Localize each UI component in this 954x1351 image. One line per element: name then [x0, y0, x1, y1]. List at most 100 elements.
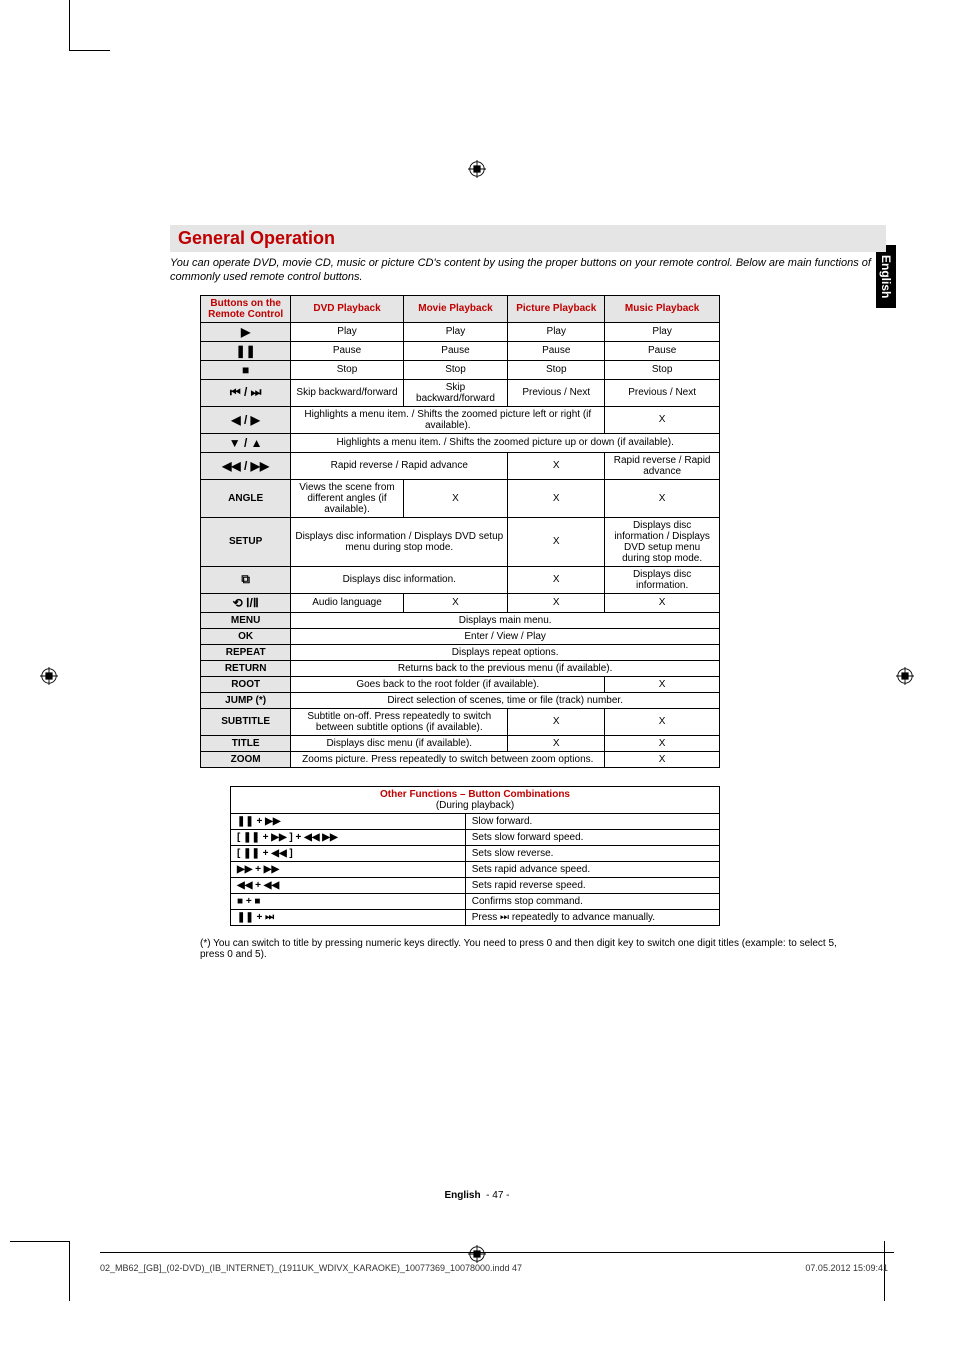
page-number: English - 47 -: [444, 1190, 509, 1201]
table-cell: Rapid reverse / Rapid advance: [605, 452, 720, 479]
intro-text: You can operate DVD, movie CD, music or …: [170, 256, 910, 285]
table-row-button: ANGLE: [201, 479, 291, 517]
table-cell: X: [605, 593, 720, 612]
footer-filename: 02_MB62_[GB]_(02-DVD)_(IB_INTERNET)_(191…: [100, 1263, 522, 1273]
col-picture: Picture Playback: [508, 295, 605, 322]
table-cell: Returns back to the previous menu (if av…: [291, 660, 720, 676]
table-row-button: OK: [201, 628, 291, 644]
combo-header: Other Functions – Button Combinations (D…: [231, 786, 720, 813]
combo-desc: Sets rapid reverse speed.: [465, 877, 719, 893]
table-cell: Zooms picture. Press repeatedly to switc…: [291, 751, 605, 767]
combo-desc: Press ⏭ repeatedly to advance manually.: [465, 909, 719, 925]
table-row-button: JUMP (*): [201, 692, 291, 708]
combo-keys: ❚❚ + ▶▶: [231, 813, 466, 829]
table-cell: X: [508, 566, 605, 593]
table-cell: Goes back to the root folder (if availab…: [291, 676, 605, 692]
table-row-button: ▶: [201, 322, 291, 341]
table-cell: X: [605, 708, 720, 735]
table-cell: Stop: [291, 360, 403, 379]
crop-mark-br: [844, 1241, 884, 1281]
table-row-button: ◀ / ▶: [201, 406, 291, 433]
table-row-button: MENU: [201, 612, 291, 628]
table-cell: X: [403, 479, 508, 517]
table-cell: Pause: [508, 341, 605, 360]
table-cell: Highlights a menu item. / Shifts the zoo…: [291, 433, 720, 452]
table-cell: Rapid reverse / Rapid advance: [291, 452, 508, 479]
table-cell: X: [508, 479, 605, 517]
table-cell: X: [508, 452, 605, 479]
combo-desc: Slow forward.: [465, 813, 719, 829]
table-row-button: SETUP: [201, 517, 291, 566]
combo-desc: Sets rapid advance speed.: [465, 861, 719, 877]
combo-desc: Confirms stop command.: [465, 893, 719, 909]
table-row-button: ◀◀ / ▶▶: [201, 452, 291, 479]
table-cell: Stop: [508, 360, 605, 379]
crop-mark-bl: [70, 1241, 110, 1281]
table-cell: X: [605, 479, 720, 517]
table-cell: X: [605, 735, 720, 751]
table-row-button: SUBTITLE: [201, 708, 291, 735]
footer-timestamp: 07.05.2012 15:09:41: [805, 1263, 888, 1273]
table-cell: Views the scene from different angles (i…: [291, 479, 403, 517]
combo-keys: ■ + ■: [231, 893, 466, 909]
table-row-button: ZOOM: [201, 751, 291, 767]
table-cell: X: [403, 593, 508, 612]
table-row-button: ⏮ / ⏭: [201, 379, 291, 406]
table-cell: Displays disc information / Displays DVD…: [605, 517, 720, 566]
table-row-button: ❚❚: [201, 341, 291, 360]
table-cell: Play: [605, 322, 720, 341]
table-cell: Play: [508, 322, 605, 341]
combo-keys: ❚❚ + ⏭: [231, 909, 466, 925]
table-row-button: ■: [201, 360, 291, 379]
table-cell: X: [508, 735, 605, 751]
table-cell: Skip backward/forward: [403, 379, 508, 406]
combo-keys: ◀◀ + ◀◀: [231, 877, 466, 893]
table-cell: Displays disc information.: [605, 566, 720, 593]
table-cell: Displays disc information / Displays DVD…: [291, 517, 508, 566]
registration-mark-top: [468, 160, 486, 178]
table-cell: X: [508, 708, 605, 735]
footnote: (*) You can switch to title by pressing …: [200, 938, 850, 960]
table-cell: X: [605, 751, 720, 767]
table-cell: X: [508, 593, 605, 612]
table-cell: Pause: [605, 341, 720, 360]
remote-functions-table: Buttons on the Remote Control DVD Playba…: [200, 295, 720, 768]
table-cell: Enter / View / Play: [291, 628, 720, 644]
table-cell: Audio language: [291, 593, 403, 612]
table-row-button: ⧉: [201, 566, 291, 593]
table-cell: Skip backward/forward: [291, 379, 403, 406]
table-cell: Displays disc menu (if available).: [291, 735, 508, 751]
table-cell: Displays main menu.: [291, 612, 720, 628]
combo-keys: [ ❚❚ + ▶▶ ] + ◀◀ ▶▶: [231, 829, 466, 845]
section-heading: General Operation: [170, 225, 886, 252]
combo-desc: Sets slow forward speed.: [465, 829, 719, 845]
table-cell: X: [605, 406, 720, 433]
registration-mark-left: [40, 667, 58, 685]
table-cell: X: [605, 676, 720, 692]
table-row-button: RETURN: [201, 660, 291, 676]
col-music: Music Playback: [605, 295, 720, 322]
table-cell: Highlights a menu item. / Shifts the zoo…: [291, 406, 605, 433]
table-cell: Subtitle on-off. Press repeatedly to swi…: [291, 708, 508, 735]
table-cell: Play: [403, 322, 508, 341]
table-cell: Direct selection of scenes, time or file…: [291, 692, 720, 708]
table-cell: Previous / Next: [508, 379, 605, 406]
table-row-button: ROOT: [201, 676, 291, 692]
table-cell: Pause: [403, 341, 508, 360]
registration-mark-bottom: [468, 1245, 486, 1263]
table-cell: Stop: [605, 360, 720, 379]
table-cell: Previous / Next: [605, 379, 720, 406]
table-row-button: TITLE: [201, 735, 291, 751]
col-movie: Movie Playback: [403, 295, 508, 322]
table-cell: Displays disc information.: [291, 566, 508, 593]
col-buttons: Buttons on the Remote Control: [201, 295, 291, 322]
col-dvd: DVD Playback: [291, 295, 403, 322]
combo-keys: ▶▶ + ▶▶: [231, 861, 466, 877]
table-row-button: ⟲ Ⅰ/Ⅱ: [201, 593, 291, 612]
registration-mark-right: [896, 667, 914, 685]
table-cell: X: [508, 517, 605, 566]
combo-keys: [ ❚❚ + ◀◀ ]: [231, 845, 466, 861]
table-cell: Pause: [291, 341, 403, 360]
combo-desc: Sets slow reverse.: [465, 845, 719, 861]
table-cell: Displays repeat options.: [291, 644, 720, 660]
